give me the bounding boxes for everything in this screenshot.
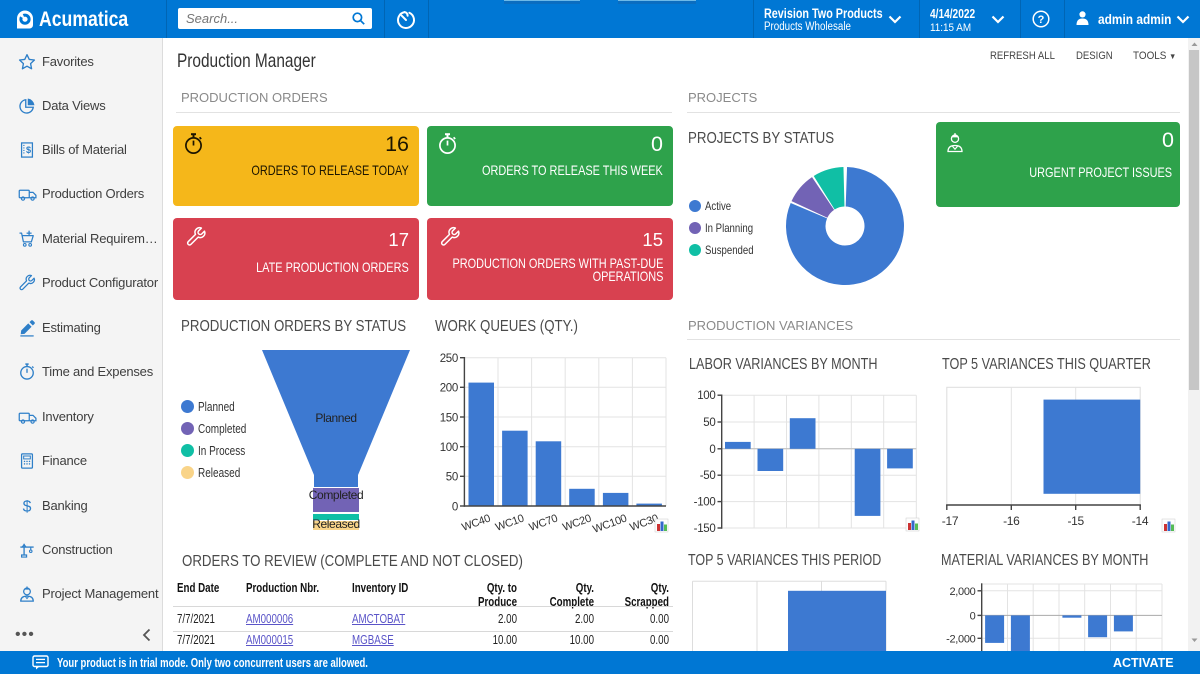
- svg-text:Planned: Planned: [315, 411, 356, 425]
- svg-text:100: 100: [440, 442, 458, 454]
- svg-text:Released: Released: [312, 517, 360, 531]
- svg-text:WC70: WC70: [528, 512, 560, 533]
- svg-text:50: 50: [446, 472, 458, 484]
- svg-text:-14: -14: [1132, 514, 1149, 528]
- svg-text:$: $: [26, 145, 31, 155]
- svg-text:WC40: WC40: [460, 512, 492, 533]
- svg-text:-15: -15: [1067, 514, 1084, 528]
- svg-text:?: ?: [1038, 14, 1045, 26]
- svg-text:-2,000: -2,000: [946, 633, 976, 645]
- svg-text:-150: -150: [694, 523, 716, 535]
- svg-text:Completed: Completed: [309, 488, 363, 502]
- svg-text:2,000: 2,000: [949, 586, 975, 598]
- svg-text:150: 150: [440, 412, 458, 424]
- svg-text:100: 100: [697, 390, 715, 402]
- svg-text:$: $: [23, 498, 32, 515]
- svg-text:-16: -16: [1003, 514, 1020, 528]
- svg-text:0: 0: [970, 610, 976, 622]
- svg-text:-50: -50: [700, 470, 716, 482]
- svg-text:50: 50: [703, 417, 715, 429]
- svg-text:200: 200: [440, 383, 458, 395]
- svg-text:250: 250: [440, 353, 458, 365]
- svg-text:WC10: WC10: [494, 512, 526, 533]
- svg-text:-17: -17: [942, 514, 959, 528]
- svg-text:0: 0: [452, 501, 458, 513]
- svg-text:WC20: WC20: [561, 512, 593, 533]
- svg-text:WC100: WC100: [591, 512, 628, 534]
- svg-text:-100: -100: [694, 497, 716, 509]
- svg-text:0: 0: [709, 444, 715, 456]
